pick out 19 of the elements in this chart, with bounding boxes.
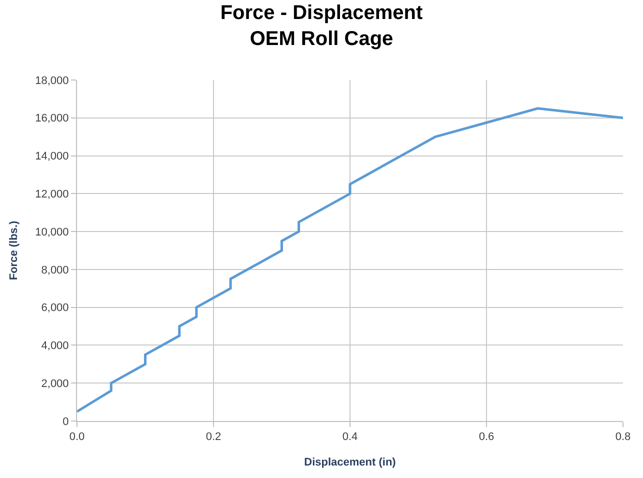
- x-tick-label: 0.4: [342, 431, 358, 444]
- y-tick-label: 2,000: [41, 378, 69, 390]
- y-tick-label: 16,000: [35, 112, 69, 125]
- line-series: [77, 107, 623, 413]
- chart-title: Force - Displacement OEM Roll Cage: [220, 2, 423, 50]
- y-axis-title: Force (lbs.): [8, 220, 20, 280]
- x-axis-title: Displacement (in): [304, 456, 396, 468]
- y-tick-label: 12,000: [35, 188, 69, 201]
- y-tick-label: 0: [62, 416, 69, 428]
- y-tick-label: 10,000: [35, 226, 69, 238]
- x-tick-label: 0.0: [69, 431, 85, 444]
- x-tick-label: 0.2: [206, 431, 222, 444]
- y-tick-label: 18,000: [35, 74, 69, 87]
- y-tick-label: 6,000: [41, 302, 69, 314]
- y-tick-label: 8,000: [41, 264, 69, 276]
- y-tick-label: 4,000: [41, 340, 69, 352]
- y-tick-label: 14,000: [35, 150, 69, 163]
- x-tick-label: 0.6: [478, 431, 494, 444]
- x-tick-label: 0.8: [615, 431, 631, 444]
